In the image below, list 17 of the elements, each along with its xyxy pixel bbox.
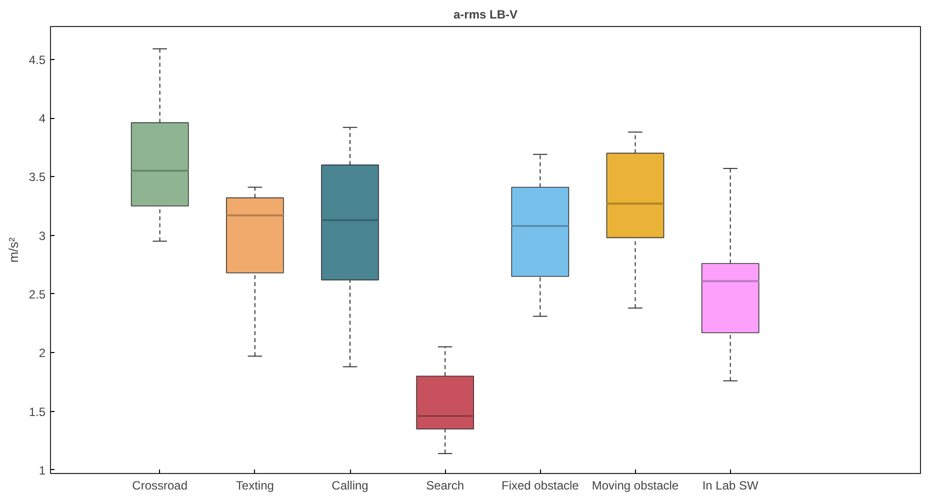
- y-tick-label: 2: [38, 346, 46, 360]
- chart-title: a-rms LB-V: [453, 8, 518, 22]
- y-tick-label: 1: [38, 463, 46, 478]
- x-tick-label: Fixed obstacle: [501, 478, 580, 492]
- y-tick-label: 2.5: [28, 287, 46, 302]
- y-tick-label: 3.5: [28, 170, 46, 184]
- y-axis-title: m/s²: [6, 236, 21, 263]
- x-tick-label: Texting: [236, 478, 274, 492]
- y-tick-label: 4.5: [28, 52, 46, 67]
- y-tick-label: 4: [38, 112, 46, 126]
- x-tick-label: Moving obstacle: [592, 478, 679, 492]
- y-tick-label: 1.5: [28, 404, 46, 419]
- x-tick-label: Search: [426, 478, 464, 492]
- x-tick-label: In Lab SW: [702, 478, 760, 492]
- y-tick-label: 3: [38, 228, 46, 243]
- x-tick-label: Crossroad: [132, 478, 188, 492]
- x-tick-label: Calling: [332, 478, 368, 492]
